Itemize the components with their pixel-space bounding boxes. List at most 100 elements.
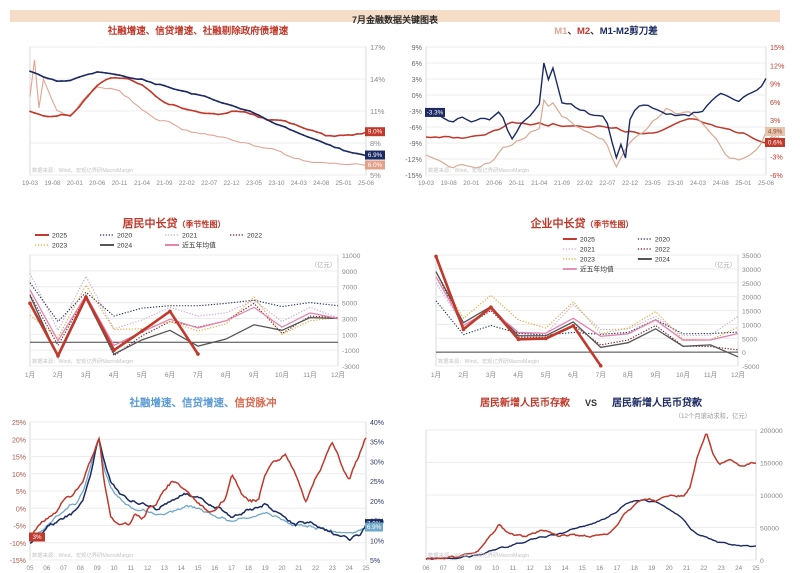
svg-text:5%: 5% <box>16 489 26 496</box>
svg-text:22-12: 22-12 <box>622 180 639 187</box>
svg-text:2022: 2022 <box>655 247 670 254</box>
svg-text:3月: 3月 <box>81 371 91 379</box>
svg-text:2024: 2024 <box>655 257 670 264</box>
svg-text:25-01: 25-01 <box>336 180 353 187</box>
svg-text:15%: 15% <box>770 43 785 52</box>
svg-text:数据来源：Wind，宏观亿界研MacroMargin: 数据来源：Wind，宏观亿界研MacroMargin <box>438 357 539 365</box>
svg-text:15: 15 <box>194 565 202 572</box>
svg-text:8%: 8% <box>370 139 381 148</box>
svg-text:21-04: 21-04 <box>531 180 548 187</box>
svg-text:9%: 9% <box>770 80 781 89</box>
svg-text:居民新增人民币贷款: 居民新增人民币贷款 <box>612 396 703 409</box>
svg-text:24: 24 <box>346 565 354 572</box>
svg-text:19-08: 19-08 <box>441 180 458 187</box>
svg-text:12: 12 <box>527 565 535 572</box>
svg-text:数据来源：Wind，宏观亿界研MacroMargin: 数据来源：Wind，宏观亿界研MacroMargin <box>428 551 529 559</box>
svg-text:24-08: 24-08 <box>313 180 330 187</box>
svg-text:25-06: 25-06 <box>358 180 375 187</box>
svg-text:07: 07 <box>440 565 448 572</box>
svg-text:-1000: -1000 <box>342 348 360 355</box>
svg-text:25000: 25000 <box>742 281 761 288</box>
svg-text:-3000: -3000 <box>342 364 360 371</box>
svg-text:1月: 1月 <box>25 371 35 379</box>
svg-text:-10%: -10% <box>10 541 26 548</box>
svg-text:M1、M2、M1-M2剪刀差: M1、M2、M1-M2剪刀差 <box>554 25 658 37</box>
svg-text:13: 13 <box>161 565 169 572</box>
svg-text:21: 21 <box>295 565 303 572</box>
svg-text:35%: 35% <box>370 440 384 447</box>
svg-text:2021: 2021 <box>182 233 197 240</box>
svg-text:5月: 5月 <box>541 371 551 379</box>
svg-text:6.9%: 6.9% <box>367 524 382 531</box>
svg-text:30%: 30% <box>370 459 384 466</box>
svg-text:13: 13 <box>544 565 552 572</box>
svg-text:23-10: 23-10 <box>268 180 285 187</box>
svg-text:6.0%: 6.0% <box>368 162 383 169</box>
svg-text:4月: 4月 <box>513 371 523 379</box>
svg-text:-3.3%: -3.3% <box>427 109 444 116</box>
svg-text:06: 06 <box>43 565 51 572</box>
svg-text:40%: 40% <box>370 420 384 427</box>
svg-text:2月: 2月 <box>458 371 468 379</box>
svg-text:12月: 12月 <box>731 371 745 379</box>
svg-text:3%: 3% <box>770 116 781 125</box>
svg-text:18: 18 <box>245 565 253 572</box>
svg-text:19-08: 19-08 <box>44 180 61 187</box>
svg-text:11月: 11月 <box>303 371 316 379</box>
svg-text:15000: 15000 <box>742 309 761 316</box>
svg-text:社融增速、信贷增速、社融剔除政府债增速: 社融增速、信贷增速、社融剔除政府债增速 <box>107 25 289 37</box>
svg-text:18: 18 <box>631 565 639 572</box>
svg-text:0%: 0% <box>16 506 26 513</box>
svg-text:19-03: 19-03 <box>22 180 39 187</box>
svg-text:3000: 3000 <box>342 316 357 323</box>
svg-text:08: 08 <box>77 565 85 572</box>
svg-text:17%: 17% <box>370 43 385 52</box>
svg-text:VS: VS <box>585 398 597 408</box>
svg-text:6%: 6% <box>770 98 781 107</box>
svg-text:22: 22 <box>700 565 708 572</box>
svg-text:25: 25 <box>752 565 760 572</box>
svg-text:2020: 2020 <box>117 233 132 240</box>
svg-text:-3%: -3% <box>409 107 422 116</box>
svg-text:数据来源：Wind，宏观亿界研MacroMargin: 数据来源：Wind，宏观亿界研MacroMargin <box>32 357 133 365</box>
svg-text:23: 23 <box>329 565 337 572</box>
svg-text:6月: 6月 <box>568 371 578 379</box>
svg-text:近五年均值: 近五年均值 <box>182 241 216 250</box>
svg-text:10月: 10月 <box>676 371 690 379</box>
svg-text:23: 23 <box>718 565 726 572</box>
svg-text:9月: 9月 <box>249 371 259 379</box>
svg-text:22-12: 22-12 <box>224 180 241 187</box>
svg-text:9000: 9000 <box>342 269 357 276</box>
svg-text:-15%: -15% <box>405 171 422 180</box>
svg-text:-9%: -9% <box>409 139 422 148</box>
svg-text:10: 10 <box>110 565 118 572</box>
svg-text:2021: 2021 <box>580 247 595 254</box>
svg-text:-12%: -12% <box>405 155 422 164</box>
svg-text:居民新增人民币存款: 居民新增人民币存款 <box>480 396 571 409</box>
svg-text:0%: 0% <box>412 91 423 100</box>
svg-text:7月: 7月 <box>596 371 606 379</box>
svg-text:16: 16 <box>596 565 604 572</box>
svg-text:2025: 2025 <box>580 237 595 244</box>
svg-text:14%: 14% <box>370 75 385 84</box>
svg-text:0: 0 <box>760 558 764 565</box>
svg-text:3月: 3月 <box>486 371 496 379</box>
svg-text:25%: 25% <box>12 420 26 427</box>
svg-text:19: 19 <box>262 565 270 572</box>
svg-text:20%: 20% <box>12 437 26 444</box>
svg-text:社融增速、信贷增速、信贷脉冲: 社融增速、信贷增速、信贷脉冲 <box>129 396 277 409</box>
svg-text:23-05: 23-05 <box>246 180 263 187</box>
svg-text:10%: 10% <box>370 538 384 545</box>
svg-text:2020: 2020 <box>655 237 670 244</box>
svg-text:10%: 10% <box>12 472 26 479</box>
svg-text:-3%: -3% <box>770 153 783 162</box>
svg-text:20: 20 <box>278 565 286 572</box>
svg-text:25%: 25% <box>370 479 384 486</box>
svg-text:（亿元）: （亿元） <box>311 260 336 269</box>
svg-text:（12个月滚动求和，亿元）: （12个月滚动求和，亿元） <box>675 411 751 420</box>
svg-text:21-09: 21-09 <box>156 180 173 187</box>
svg-text:23-05: 23-05 <box>645 180 662 187</box>
svg-text:12: 12 <box>144 565 152 572</box>
svg-text:5000: 5000 <box>742 336 757 343</box>
svg-text:50000: 50000 <box>760 526 779 533</box>
